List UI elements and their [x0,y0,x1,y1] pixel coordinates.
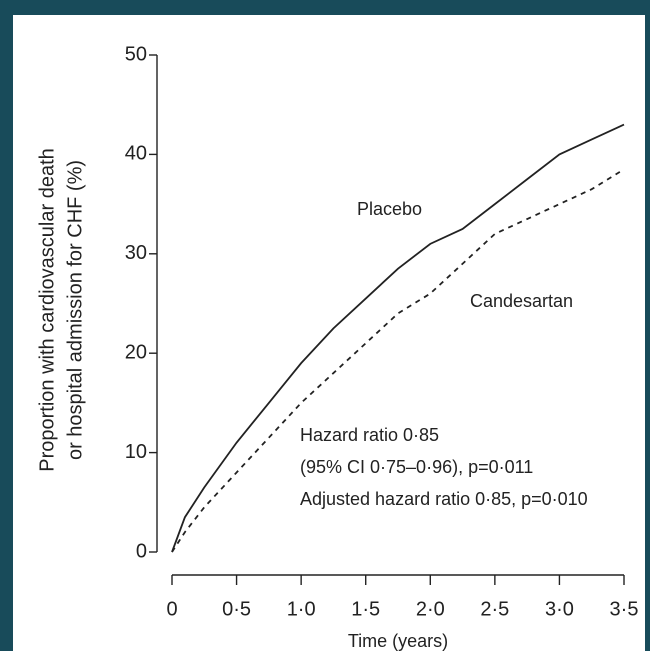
x-tick-label: 3·0 [545,598,574,620]
y-axis-label: Proportion with cardiovascular death [36,148,58,472]
y-tick-label: 40 [125,143,147,165]
x-tick-label: 2·0 [416,598,445,620]
y-axis-label: or hospital admission for CHF (%) [64,160,86,460]
series-label: Placebo [357,199,422,219]
y-tick-label: 10 [125,441,147,463]
annotation: Hazard ratio 0·85 [300,425,439,445]
series-line [171,123,625,553]
x-tick-label: 2·5 [480,598,509,620]
x-tick-label: 3·5 [610,598,639,620]
y-tick-label: 30 [125,242,147,264]
series-label: Candesartan [470,291,573,311]
x-axis-label: Time (years) [348,631,448,651]
x-tick-label: 0 [166,598,177,620]
x-tick-label: 0·5 [222,598,251,620]
annotation: (95% CI 0·75–0·96), p=0·011 [300,457,533,477]
y-tick-label: 50 [125,43,147,65]
annotation: Adjusted hazard ratio 0·85, p=0·010 [300,489,588,509]
y-tick-label: 0 [136,540,147,562]
y-tick-label: 20 [125,341,147,363]
x-tick-label: 1·0 [287,598,316,620]
x-tick-label: 1·5 [351,598,380,620]
